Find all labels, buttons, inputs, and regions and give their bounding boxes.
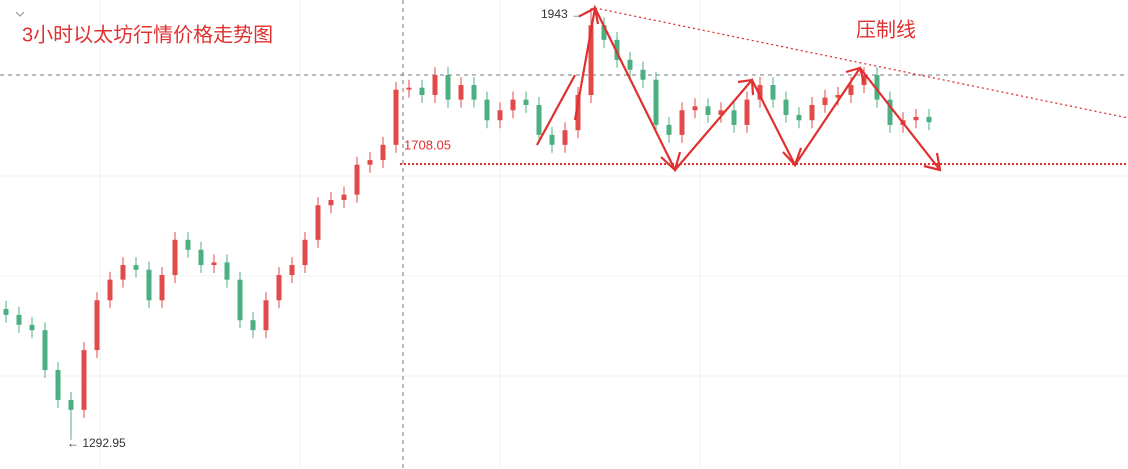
candle-body [315, 205, 321, 240]
candle-body [731, 110, 737, 125]
candle-body [874, 75, 880, 100]
candle-body [926, 116, 932, 123]
candle-body [328, 199, 334, 206]
candle-body [29, 324, 35, 331]
candle-body [822, 97, 828, 105]
candle-body [211, 262, 217, 266]
candle-body [770, 85, 776, 100]
candle-body [354, 164, 360, 195]
candle-body [289, 265, 295, 276]
candle-body [809, 104, 815, 121]
candle-body [250, 320, 256, 331]
candle-body [302, 239, 308, 266]
candle-body [588, 25, 594, 95]
candle-body [419, 87, 425, 95]
candle-body [224, 262, 230, 280]
candle-body [705, 106, 711, 115]
candle-body [653, 79, 659, 125]
candle-body [835, 94, 841, 98]
candle-body [601, 25, 607, 40]
candle-body [133, 265, 139, 270]
candle-body [341, 194, 347, 200]
candle-body [471, 85, 477, 100]
candle-body [16, 314, 22, 325]
candle-body [367, 160, 373, 165]
arrow [536, 74, 576, 146]
candle-body [744, 99, 750, 125]
candle-body [445, 75, 451, 100]
candle-body [562, 130, 568, 145]
candle-body [679, 110, 685, 135]
candle-body [185, 239, 191, 250]
candle-body [614, 39, 620, 60]
candle-body [146, 269, 152, 301]
candle-body [458, 85, 464, 100]
candle-body [159, 275, 165, 301]
candle-body [887, 99, 893, 125]
candle-body [718, 110, 724, 115]
candle-body [237, 279, 243, 321]
collapse-icon[interactable] [15, 11, 25, 17]
support-label: 1708.05 [404, 137, 451, 152]
low-label: ← 1292.95 [67, 436, 126, 450]
candle-body [627, 59, 633, 70]
chart-title: 3小时以太坊行情价格走势图 [22, 23, 273, 46]
candle-body [81, 350, 87, 410]
candle-body [432, 75, 438, 95]
candle-body [666, 124, 672, 135]
annotation: 压制线 [856, 18, 916, 41]
candle-body [549, 134, 555, 145]
candle-body [523, 99, 529, 105]
candle-body [120, 265, 126, 280]
candle-body [172, 239, 178, 276]
candle-body [497, 110, 503, 121]
arrowheads [579, 6, 942, 173]
candle-body [3, 308, 9, 315]
candle-body [276, 275, 282, 301]
candle-body [796, 114, 802, 121]
candle-body [55, 370, 61, 400]
candle-body [406, 87, 412, 90]
candle-body [68, 399, 74, 410]
candle-body [380, 144, 386, 161]
candle-body [510, 99, 516, 111]
candle-body [107, 279, 113, 301]
candle-body [198, 249, 204, 266]
candle-body [263, 300, 269, 331]
candle-body [692, 106, 698, 111]
candles [3, 7, 932, 440]
candle-body [913, 116, 919, 121]
candle-body [393, 89, 399, 145]
candle-body [484, 99, 490, 121]
high-label: 1943 → [541, 7, 583, 21]
candle-body [42, 330, 48, 371]
candle-body [94, 300, 100, 351]
candle-body [575, 94, 581, 131]
candle-body [757, 85, 763, 100]
candle-body [848, 85, 854, 95]
trend-arrows [536, 4, 942, 173]
candle-body [783, 99, 789, 115]
candle-body [640, 69, 646, 80]
resistance-line [594, 7, 1128, 119]
candle-body [536, 104, 542, 135]
